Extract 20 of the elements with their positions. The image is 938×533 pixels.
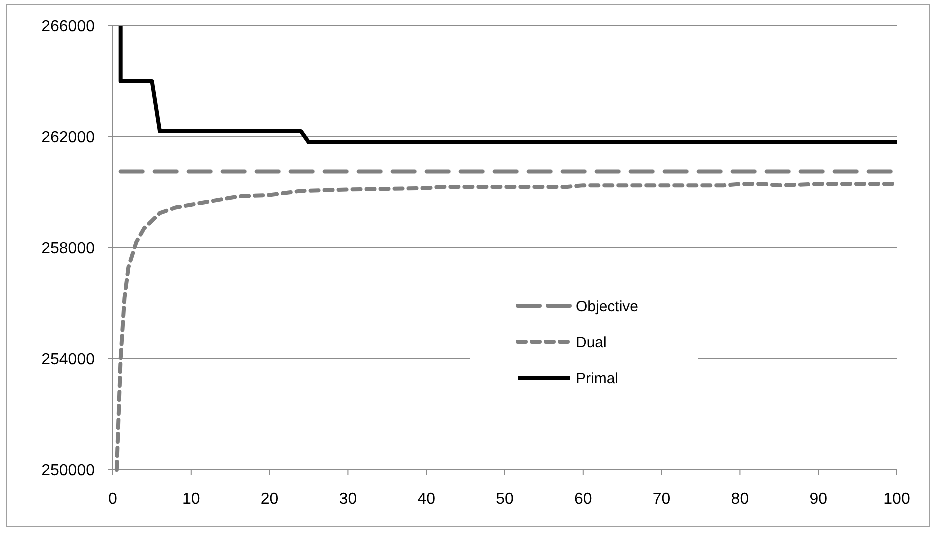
x-tick-label: 80 [731,491,750,508]
legend-label: Objective [576,298,639,316]
y-tick-label: 254000 [42,352,96,369]
y-tick-label: 266000 [42,18,96,36]
x-tick-label: 100 [884,491,910,508]
x-tick-label: 20 [260,491,279,508]
x-tick-label: 90 [810,491,828,508]
line-series [118,24,899,145]
x-tick-label: 50 [496,491,514,508]
y-tick-label: 258000 [42,240,96,258]
x-tick-label: 70 [652,491,671,508]
x-tick-label: 30 [339,491,358,508]
x-tick-label: 60 [574,491,592,508]
x-tick-label: 10 [182,491,200,508]
legend-label: Dual [576,334,607,352]
y-tick-label: 250000 [42,462,96,480]
x-tick-label: 40 [418,491,436,508]
y-tick-label: 262000 [42,130,96,147]
x-tick-label: 0 [108,491,118,508]
legend-label: Primal [576,370,619,388]
